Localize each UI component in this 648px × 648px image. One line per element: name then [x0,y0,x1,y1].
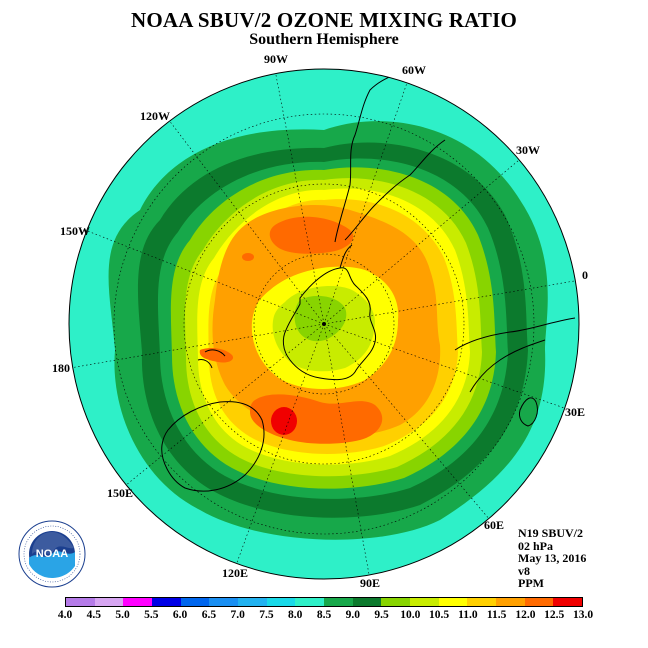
colorbar-tick-label: 10.0 [400,609,421,621]
colorbar-tick-label: 12.0 [515,609,536,621]
colorbar-tick-label: 11.0 [458,609,478,621]
logo-text: NOAA [36,548,68,560]
band-12-0-e [199,347,234,363]
colorbar [65,597,583,607]
colorbar-swatch [266,598,296,606]
south-america-coast [334,71,401,243]
info-level: 02 hPa [518,538,554,553]
australia-coast [161,401,265,492]
colorbar-tick-label: 7.5 [259,609,274,621]
lon-label-120w: 120W [140,109,170,123]
colorbar-tick-label: 6.0 [172,609,188,621]
colorbar-swatch [152,598,181,606]
chart-subtitle: Southern Hemisphere [249,31,399,48]
lon-label-90e: 90E [360,576,381,590]
colorbar-swatch [524,598,554,606]
south-america-east [344,139,446,241]
colorbar-swatch [66,598,95,606]
noaa-logo: NOAA [18,520,86,588]
colorbar-tick-label: 5.5 [144,609,159,621]
colorbar-swatch [324,598,353,606]
lon-label-150w: 150W [60,224,90,238]
coastlines [161,71,576,492]
colorbar-tick-label: 7.0 [230,609,245,621]
colorbar-swatch [94,598,124,606]
lon-label-120e: 120E [222,566,249,580]
info-date: May 13, 2016 [518,551,587,566]
colorbar-swatch [496,598,525,606]
lon-label-60w: 60W [402,63,426,77]
lon-label-150e: 150E [107,486,134,500]
colorbar-swatch [410,598,439,606]
colorbar-swatch [209,598,239,606]
colorbar-tick-label: 4.0 [57,609,73,621]
band-12-0-d [242,253,254,261]
lon-label-60e: 60E [484,518,505,532]
colorbar-swatch [438,598,468,606]
colorbar-swatch [238,598,267,606]
madagascar [519,397,538,427]
lon-label-180: 180 [52,361,70,375]
colorbar-swatch [352,598,382,606]
info-version: v8 [518,563,530,578]
colorbar-tick-label: 8.0 [288,609,303,621]
colorbar-tick-label: 9.5 [374,609,389,621]
antarctic-peninsula [339,244,353,269]
colorbar-tick-label: 11.5 [486,609,507,621]
colorbar-swatch [123,598,153,606]
colorbar-tick-label: 8.5 [316,609,332,621]
africa-east [469,339,546,393]
colorbar-swatch [467,598,497,606]
info-satellite: N19 SBUV/2 [518,526,584,540]
lon-label-30e: 30E [565,405,586,419]
lon-label-0: 0 [582,268,588,282]
colorbar-tick-label: 6.5 [201,609,217,621]
colorbar-tick-label: 9.0 [345,609,360,621]
info-units: PPM [518,576,544,591]
graticule [69,69,579,579]
colorbar-tick-label: 10.5 [429,609,450,621]
africa-coast [454,317,576,351]
antarctica-coast [282,267,377,381]
colorbar-swatch [553,598,583,606]
chart-title: NOAA SBUV/2 OZONE MIXING RATIO [131,8,517,32]
colorbar-tick-label: 12.5 [544,609,565,621]
colorbar-swatch [180,598,210,606]
lon-label-30w: 30W [516,143,540,157]
band-12-0-b [269,216,354,254]
lon-label-90w: 90W [264,52,288,66]
new-zealand [197,349,226,369]
band-10-0-inner [294,295,347,342]
band-12-5-peak [271,407,297,435]
info-block: N19 SBUV/2 02 hPa May 13, 2016 v8 PPM [518,527,586,590]
colorbar-swatch [295,598,325,606]
colorbar-tick-label: 13.0 [572,609,594,621]
colorbar-tick-label: 4.5 [86,609,101,621]
colorbar-swatch [381,598,411,606]
colorbar-ticks: 4.0 4.5 5.0 5.5 6.0 6.5 7.0 7.5 8.0 8.5 9.0 9.5 10.0… [0,609,648,623]
colorbar-tick-label: 5.0 [115,609,130,621]
